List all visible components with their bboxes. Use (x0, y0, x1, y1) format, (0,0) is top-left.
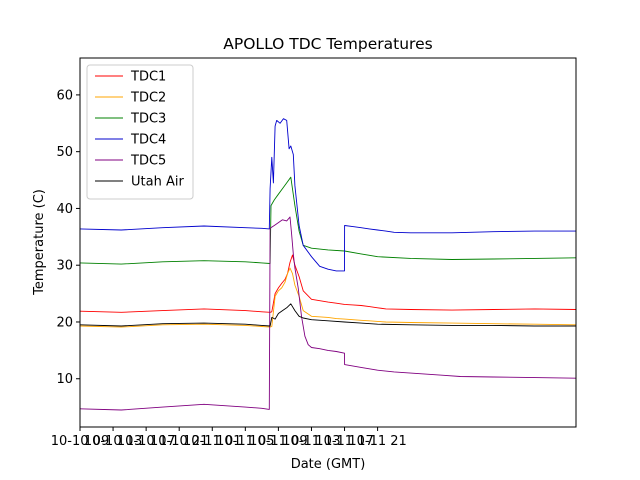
x-tick-label: 10-10 17 (117, 434, 175, 449)
y-tick-label: 10 (56, 372, 73, 387)
legend-label-utah-air: Utah Air (131, 175, 184, 190)
legend-box (86, 64, 194, 200)
y-axis-label: Temperature (C) (32, 189, 47, 296)
y-tick-label: 50 (56, 145, 73, 160)
series-line-tdc2 (79, 267, 577, 328)
legend: TDC1 TDC2 TDC3 TDC4 TDC5 Utah Air (86, 64, 194, 200)
series-line-utah-air (79, 303, 576, 327)
series-line-tdc3 (79, 176, 577, 265)
legend-label-tdc4: TDC4 (130, 133, 166, 148)
x-tick-label: 10-11 17 (315, 434, 373, 449)
y-axis-ticks: 10 20 30 40 50 60 (56, 88, 80, 387)
series-line-tdc1 (79, 254, 577, 313)
series-line-tdc5 (79, 216, 577, 411)
series-line-tdc4 (79, 118, 576, 272)
y-tick-label: 20 (56, 315, 73, 330)
legend-label-tdc5: TDC5 (130, 154, 166, 169)
x-tick-label: 10-10 13 (84, 434, 142, 449)
y-tick-label: 40 (56, 202, 73, 217)
x-tick-label: 10-11 01 (183, 434, 241, 449)
plot-frame (79, 57, 577, 428)
legend-label-tdc2: TDC2 (130, 91, 166, 106)
x-tick-label: 10-11 13 (282, 434, 340, 449)
legend-label-tdc1: TDC1 (130, 70, 166, 85)
x-tick-label: 10-11 05 (216, 434, 274, 449)
x-tick-label: 10-11 21 (348, 434, 406, 449)
y-tick-label: 60 (56, 88, 73, 103)
plot-lines (79, 118, 577, 411)
y-tick-label: 30 (56, 259, 73, 274)
x-axis-label: Date (GMT) (291, 457, 366, 472)
x-tick-label: 10-10 09 (51, 434, 109, 449)
chart-title: APOLLO TDC Temperatures (223, 35, 432, 53)
x-tick-label: 10-11 09 (249, 434, 307, 449)
legend-label-tdc3: TDC3 (130, 112, 166, 127)
x-tick-label: 10-10 21 (150, 434, 208, 449)
